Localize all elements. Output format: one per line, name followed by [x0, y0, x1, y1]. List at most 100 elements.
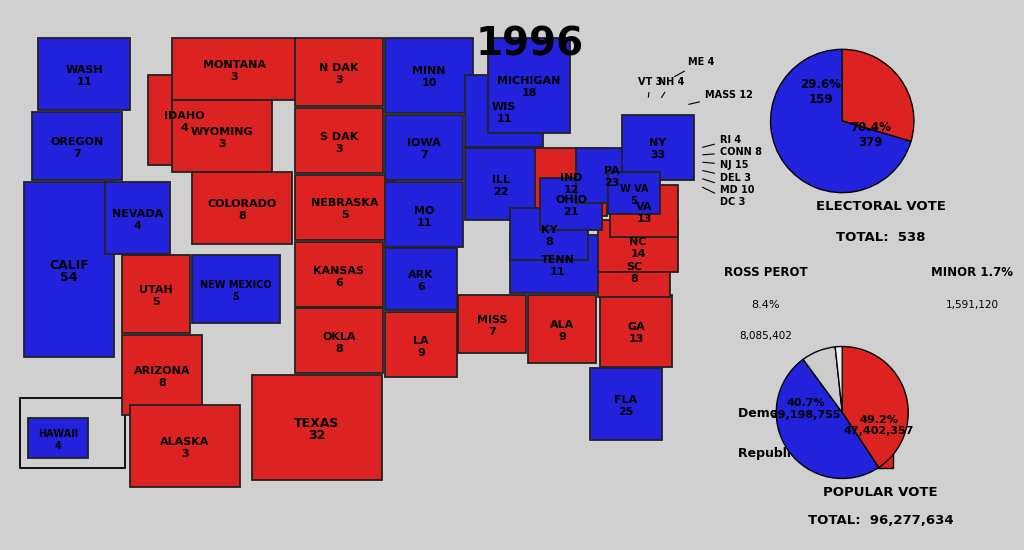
- Bar: [20, 398, 125, 468]
- Text: NJ 15: NJ 15: [702, 160, 749, 170]
- Text: 3: 3: [181, 449, 188, 459]
- Wedge shape: [771, 50, 911, 192]
- Text: MINOR 1.7%: MINOR 1.7%: [932, 266, 1014, 279]
- Text: MINN: MINN: [413, 67, 445, 76]
- Text: OHIO: OHIO: [555, 195, 587, 205]
- Text: TOTAL:  538: TOTAL: 538: [836, 231, 926, 244]
- Text: 8: 8: [239, 211, 246, 221]
- Text: SC: SC: [626, 262, 642, 272]
- Wedge shape: [803, 347, 842, 412]
- Text: CALIF: CALIF: [49, 259, 89, 272]
- Bar: [540, 178, 602, 230]
- Text: 22: 22: [494, 187, 509, 197]
- Text: ILL: ILL: [492, 175, 510, 185]
- Text: 23: 23: [604, 179, 620, 189]
- Text: TOTAL:  96,277,634: TOTAL: 96,277,634: [808, 514, 953, 527]
- Text: UTAH: UTAH: [139, 285, 173, 295]
- Text: 32: 32: [308, 429, 326, 442]
- Bar: [600, 295, 672, 367]
- Text: POPULAR VOTE: POPULAR VOTE: [823, 486, 938, 499]
- Text: 8: 8: [158, 378, 166, 388]
- Text: GA: GA: [627, 322, 645, 332]
- Bar: [465, 75, 543, 147]
- Text: 11: 11: [550, 267, 565, 277]
- Text: TEXAS: TEXAS: [294, 417, 340, 430]
- Text: 6: 6: [335, 278, 343, 288]
- Text: ROSS PEROT: ROSS PEROT: [724, 266, 808, 279]
- Bar: [122, 335, 202, 415]
- Text: ALA: ALA: [550, 320, 574, 330]
- Bar: [608, 172, 660, 214]
- Text: VT 3: VT 3: [638, 77, 663, 97]
- Wedge shape: [842, 346, 908, 468]
- Text: 11: 11: [497, 114, 512, 124]
- Text: 9: 9: [558, 332, 566, 342]
- Text: N DAK: N DAK: [319, 63, 358, 73]
- Bar: [610, 185, 678, 237]
- Bar: [295, 108, 383, 173]
- Bar: [598, 220, 678, 272]
- Text: IOWA: IOWA: [408, 139, 441, 148]
- Wedge shape: [842, 50, 913, 141]
- Bar: [528, 295, 596, 363]
- Text: 8: 8: [545, 237, 553, 247]
- Text: OREGON: OREGON: [50, 137, 103, 147]
- Wedge shape: [836, 346, 843, 412]
- Text: 49.2%
47,402,357: 49.2% 47,402,357: [844, 415, 913, 437]
- Text: 8: 8: [630, 274, 638, 284]
- Text: 3: 3: [218, 139, 226, 149]
- Text: 8,085,402: 8,085,402: [739, 331, 793, 341]
- Text: MICHIGAN: MICHIGAN: [498, 76, 561, 86]
- Text: CONN 8: CONN 8: [702, 147, 762, 157]
- Text: 6: 6: [417, 282, 425, 292]
- Bar: [385, 248, 457, 310]
- Text: 54: 54: [60, 271, 78, 284]
- Text: OKLA: OKLA: [323, 332, 355, 342]
- Text: 25: 25: [618, 407, 634, 417]
- Text: ELECTORAL VOTE: ELECTORAL VOTE: [816, 200, 945, 213]
- Bar: [24, 182, 114, 357]
- Text: Democratic (Clinton): Democratic (Clinton): [738, 408, 884, 421]
- Text: 3: 3: [335, 144, 343, 153]
- Bar: [130, 405, 240, 487]
- Text: 5: 5: [341, 211, 349, 221]
- Text: ALASKA: ALASKA: [161, 437, 210, 447]
- Text: 4: 4: [133, 221, 141, 231]
- Text: 21: 21: [563, 207, 579, 217]
- Text: 4: 4: [54, 441, 61, 451]
- Bar: [385, 38, 473, 113]
- Text: ARIZONA: ARIZONA: [134, 366, 190, 376]
- Text: 5: 5: [153, 297, 160, 307]
- Text: 14: 14: [630, 249, 646, 259]
- Text: DC 3: DC 3: [702, 187, 745, 207]
- Bar: [458, 295, 526, 353]
- Text: NEVADA: NEVADA: [112, 209, 163, 219]
- Text: DEL 3: DEL 3: [702, 170, 751, 183]
- Bar: [32, 112, 122, 180]
- Text: MASS 12: MASS 12: [689, 90, 753, 104]
- Text: 1996: 1996: [476, 25, 584, 63]
- Bar: [28, 418, 88, 458]
- Text: LA: LA: [414, 336, 429, 345]
- Text: MO: MO: [414, 206, 434, 216]
- Text: IDAHO: IDAHO: [164, 111, 204, 121]
- Text: RI 4: RI 4: [702, 135, 741, 147]
- Text: TENN: TENN: [541, 255, 574, 265]
- Text: HAWAII: HAWAII: [38, 429, 78, 439]
- Bar: [148, 75, 220, 165]
- Text: ARK: ARK: [409, 270, 434, 280]
- Text: WASH: WASH: [66, 65, 102, 75]
- Text: 5: 5: [232, 292, 240, 302]
- Text: 18: 18: [521, 89, 537, 98]
- Text: 29.6%
159: 29.6% 159: [800, 78, 842, 106]
- Text: S DAK: S DAK: [319, 131, 358, 141]
- Text: MONTANA: MONTANA: [203, 60, 266, 70]
- Text: MISS: MISS: [477, 315, 507, 325]
- Bar: [295, 242, 383, 307]
- Text: PA: PA: [604, 167, 620, 177]
- Text: 33: 33: [650, 151, 666, 161]
- Bar: [295, 308, 383, 373]
- Text: W VA: W VA: [620, 184, 648, 194]
- Text: WYOMING: WYOMING: [190, 127, 253, 137]
- Text: 3: 3: [230, 72, 239, 82]
